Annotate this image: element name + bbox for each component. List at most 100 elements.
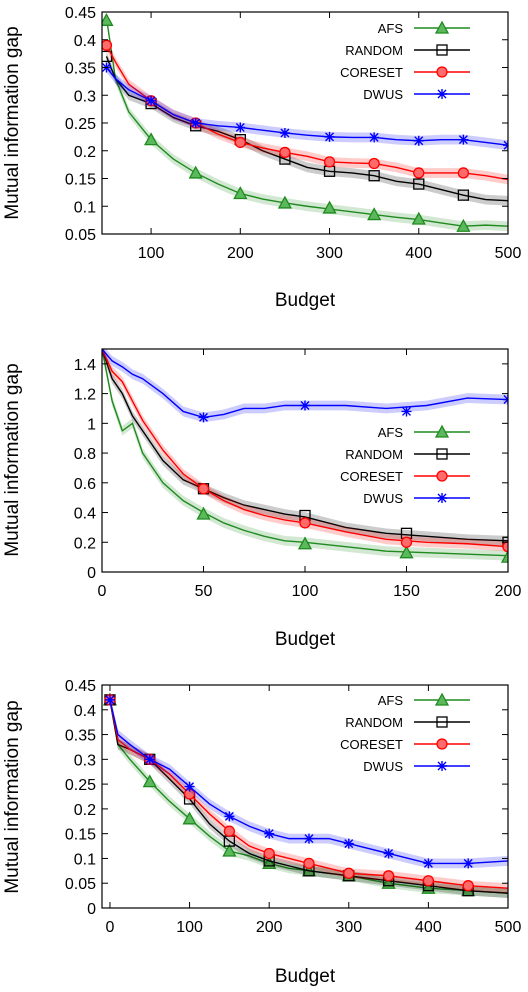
legend: AFS RANDOM CORESET DWUS [340, 692, 470, 774]
x-tick-label: 500 [495, 919, 522, 936]
data-point [196, 506, 211, 520]
x-tick-label: 50 [195, 583, 213, 600]
data-point [458, 134, 469, 145]
y-tick-label: 0.8 [74, 446, 96, 463]
y-tick-label: 0.2 [74, 535, 96, 552]
data-point [457, 189, 470, 201]
legend-label: AFS [378, 425, 404, 440]
legend-label: CORESET [340, 65, 403, 80]
y-tick-label: 0.15 [65, 172, 96, 189]
data-point [190, 118, 201, 128]
x-axis-label: Budget [275, 966, 336, 987]
data-point [463, 858, 474, 869]
legend-label: RANDOM [345, 715, 403, 730]
y-tick-label: 0.05 [65, 876, 96, 893]
data-point [184, 781, 195, 792]
series-band [102, 349, 508, 546]
series-line [109, 699, 508, 894]
x-axis-label: Budget [275, 629, 336, 650]
plot-area [102, 349, 508, 563]
data-point [500, 549, 508, 563]
data-point [382, 870, 395, 882]
data-point [144, 754, 155, 765]
data-point [235, 122, 246, 133]
legend-marker [434, 692, 450, 706]
y-tick-label: 1.2 [74, 387, 96, 404]
legend-label: DWUS [363, 87, 403, 102]
legend-marker [434, 424, 450, 438]
legend-label: DWUS [363, 759, 403, 774]
y-axis-label: Mutual information gap [2, 700, 23, 893]
chart-panel-2: 0 50 100 150 200 0 0.2 0.4 0.6 0.8 1 1.2 1.4 Budget Mu… [2, 348, 521, 650]
chart-panel-3: 0 100 200 300 400 500 0 0.05 0.1 0.15 0.2 0.25 0.3 0.… [2, 678, 521, 987]
data-point [457, 167, 470, 179]
x-tick-label: 400 [415, 919, 442, 936]
plot-area [102, 692, 508, 899]
x-tick-label: 500 [495, 245, 522, 262]
legend-marker [437, 761, 447, 771]
x-tick-label: 200 [227, 245, 254, 262]
data-point [413, 135, 424, 146]
series-afs [102, 12, 508, 232]
data-point [279, 127, 290, 138]
y-tick-label: 1.4 [74, 357, 96, 374]
data-point [142, 774, 157, 788]
series-band [106, 12, 508, 232]
legend-label: RANDOM [345, 447, 403, 462]
data-point [411, 211, 426, 225]
data-point [297, 536, 313, 550]
legend-label: CORESET [340, 737, 403, 752]
legend-marker [437, 89, 447, 99]
legend-label: DWUS [363, 491, 403, 506]
data-point [343, 838, 354, 849]
series-line [102, 349, 508, 548]
x-tick-label: 0 [98, 583, 107, 600]
data-point [399, 545, 414, 559]
series-random [102, 349, 508, 548]
series-dwus [102, 349, 508, 423]
data-point [413, 178, 425, 190]
y-tick-label: 0.35 [65, 61, 96, 78]
x-tick-label: 100 [176, 919, 203, 936]
data-point [102, 50, 113, 63]
y-tick-label: 0.3 [74, 752, 96, 769]
data-point [413, 167, 425, 179]
x-tick-label: 100 [138, 245, 165, 262]
data-point [300, 400, 310, 411]
legend: AFS RANDOM CORESET DWUS [340, 424, 470, 506]
legend-marker [436, 470, 448, 482]
data-point [277, 195, 293, 209]
series-line [102, 349, 508, 542]
data-point [279, 146, 291, 159]
data-point [368, 157, 380, 170]
data-point [303, 833, 314, 844]
data-point [423, 858, 434, 869]
data-point [462, 880, 474, 892]
legend-marker [437, 493, 447, 503]
y-tick-label: 0.2 [74, 144, 96, 161]
y-tick-label: 0.15 [65, 827, 96, 844]
chart-panel-1: 100 200 300 400 500 0.05 0.1 0.15 0.2 0.25 0.3 0.35… [2, 5, 521, 311]
data-point [343, 867, 355, 879]
data-point [369, 132, 380, 143]
x-tick-label: 100 [292, 583, 319, 600]
y-tick-label: 0.6 [74, 476, 96, 493]
data-point [502, 541, 508, 553]
series-line [105, 67, 508, 146]
legend-label: AFS [378, 693, 404, 708]
data-point [233, 186, 248, 200]
data-point [303, 857, 315, 870]
data-point [299, 517, 311, 529]
x-axis-label: Budget [275, 290, 336, 311]
y-tick-label: 0.25 [65, 777, 96, 794]
legend-marker [436, 448, 448, 460]
x-tick-label: 0 [106, 919, 115, 936]
y-tick-label: 0.2 [74, 802, 96, 819]
plot-area [102, 12, 508, 232]
y-tick-label: 0.05 [65, 227, 96, 244]
data-point [223, 825, 236, 837]
y-axis-label: Mutual information gap [2, 363, 23, 556]
y-tick-label: 0.25 [65, 116, 96, 133]
y-tick-label: 0.1 [74, 851, 96, 868]
